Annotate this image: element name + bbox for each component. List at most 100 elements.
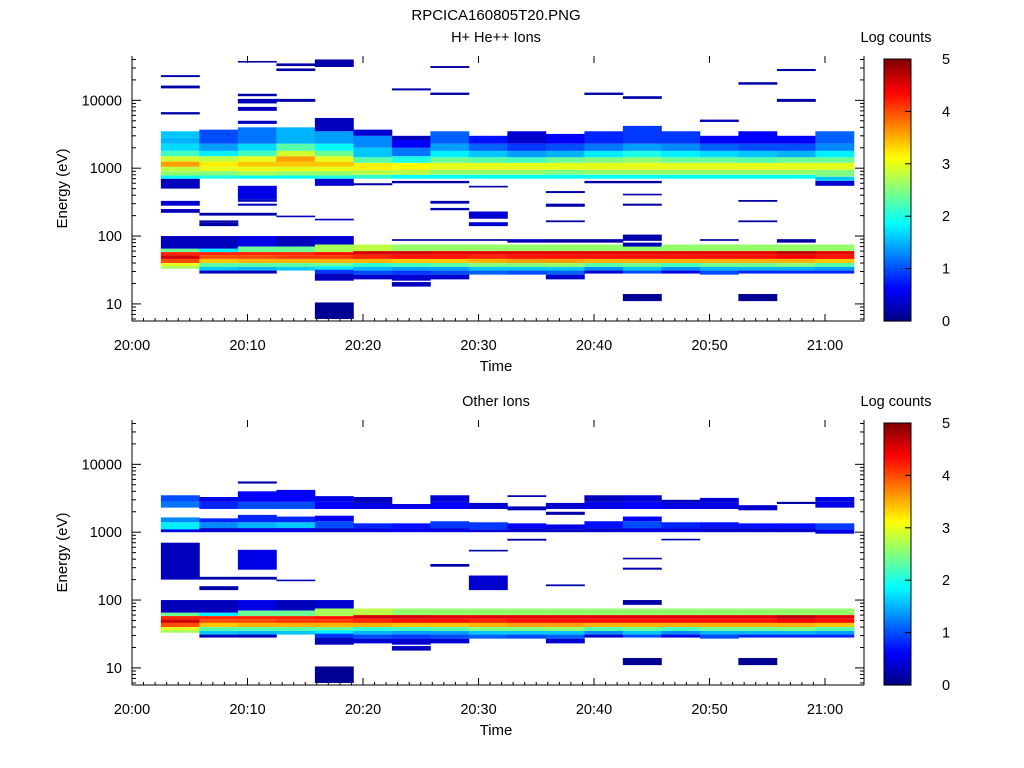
heatmap-cell — [237, 199, 277, 202]
colorbar-step — [884, 251, 911, 254]
heatmap-cell — [622, 169, 662, 175]
colorbar-step — [884, 488, 911, 492]
colorbar-step — [884, 580, 911, 583]
colorbar-step — [884, 551, 911, 555]
heatmap-cell — [738, 630, 778, 635]
colorbar-step — [884, 455, 911, 459]
colorbar-step — [884, 80, 911, 84]
colorbar-step — [884, 549, 911, 553]
heatmap-cell — [738, 270, 778, 274]
colorbar-step — [884, 597, 911, 601]
colorbar-step — [884, 588, 911, 592]
heatmap-cell — [160, 522, 200, 531]
heatmap-cell — [661, 634, 701, 638]
heatmap-cell — [160, 252, 200, 256]
colorbar-step — [884, 433, 911, 437]
heatmap-cell — [314, 302, 354, 319]
colorbar-step — [884, 475, 911, 479]
colorbar-step — [884, 608, 911, 612]
heatmap-cell — [776, 266, 816, 271]
heatmap-cell — [237, 143, 277, 151]
colorbar-step — [884, 299, 911, 302]
colorbar-label: Log counts — [861, 394, 932, 410]
heatmap-cell — [584, 143, 624, 151]
heatmap-cell — [160, 630, 200, 633]
heatmap-cell — [699, 244, 739, 252]
colorbar-frame — [883, 422, 912, 686]
heatmap-cell — [699, 119, 739, 122]
heatmap-cell — [661, 622, 701, 628]
heatmap-cell — [199, 522, 239, 529]
heatmap-cell — [545, 529, 585, 533]
colorbar-step — [884, 176, 911, 180]
colorbar-step — [884, 671, 911, 675]
heatmap-cell — [430, 258, 470, 264]
colorbar-step — [884, 168, 911, 171]
heatmap-cell — [815, 270, 855, 274]
heatmap-cell — [622, 125, 662, 144]
heatmap-cell — [815, 131, 855, 144]
heatmap-cell — [468, 529, 508, 533]
y-tick-label: 10 — [106, 661, 122, 677]
colorbar-step — [884, 540, 911, 544]
heatmap-cell — [391, 615, 431, 619]
colorbar-step — [884, 111, 911, 115]
heatmap-cell — [160, 209, 200, 213]
heatmap-cell — [314, 117, 354, 132]
heatmap-cell — [199, 630, 239, 635]
colorbar-step — [884, 471, 911, 474]
heatmap-cell — [199, 143, 239, 151]
heatmap-cell — [507, 157, 547, 163]
heatmap-cell — [661, 608, 701, 616]
colorbar-step — [884, 486, 911, 490]
heatmap-cell — [276, 619, 316, 623]
colorbar-step — [884, 262, 911, 265]
heatmap-cell — [430, 244, 470, 252]
heatmap-cell — [160, 161, 200, 167]
heatmap-cell — [584, 174, 624, 179]
colorbar-step — [884, 658, 911, 662]
heatmap-cell — [353, 528, 393, 533]
heatmap-cell — [314, 273, 354, 281]
heatmap-panel-h-he-ions: 20:00 20:10 20:20 20:30 20:40 20:50 21:0010100… — [54, 30, 950, 375]
heatmap-cell — [199, 627, 239, 631]
y-tick-label: 10000 — [82, 457, 122, 473]
heatmap-cell — [622, 266, 662, 271]
heatmap-cell — [314, 131, 354, 144]
heatmap-cell — [545, 258, 585, 264]
heatmap-cell — [776, 239, 816, 243]
heatmap-cell — [391, 634, 431, 639]
colorbar-step — [884, 429, 911, 433]
colorbar-step — [884, 209, 911, 213]
heatmap-cell — [391, 270, 431, 275]
heatmap-cell — [276, 98, 316, 102]
colorbar-step — [884, 113, 911, 117]
colorbar-step — [884, 246, 911, 250]
colorbar-step — [884, 654, 911, 658]
heatmap-cell — [314, 150, 354, 157]
colorbar-step — [884, 619, 911, 623]
colorbar-step — [884, 214, 911, 217]
heatmap-cell — [391, 504, 431, 509]
colorbar-step — [884, 604, 911, 607]
heatmap-cell — [237, 619, 277, 623]
colorbar-step — [884, 203, 911, 206]
colorbar-step — [884, 630, 911, 634]
heatmap-cell — [661, 502, 701, 509]
heatmap-cell — [237, 127, 277, 144]
heatmap-cell — [199, 212, 239, 216]
heatmap-cell — [622, 162, 662, 170]
heatmap-cell — [237, 120, 277, 124]
heatmap-cell — [699, 627, 739, 631]
colorbar-step — [884, 641, 911, 645]
heatmap-cell — [199, 258, 239, 264]
heatmap-cell — [160, 112, 200, 115]
colorbar-step — [884, 652, 911, 656]
heatmap-cell — [430, 608, 470, 616]
heatmap-cell — [699, 251, 739, 255]
heatmap-cell — [699, 150, 739, 158]
colorbar-step — [884, 117, 911, 121]
heatmap-cell — [391, 239, 431, 241]
colorbar-step — [884, 294, 911, 298]
